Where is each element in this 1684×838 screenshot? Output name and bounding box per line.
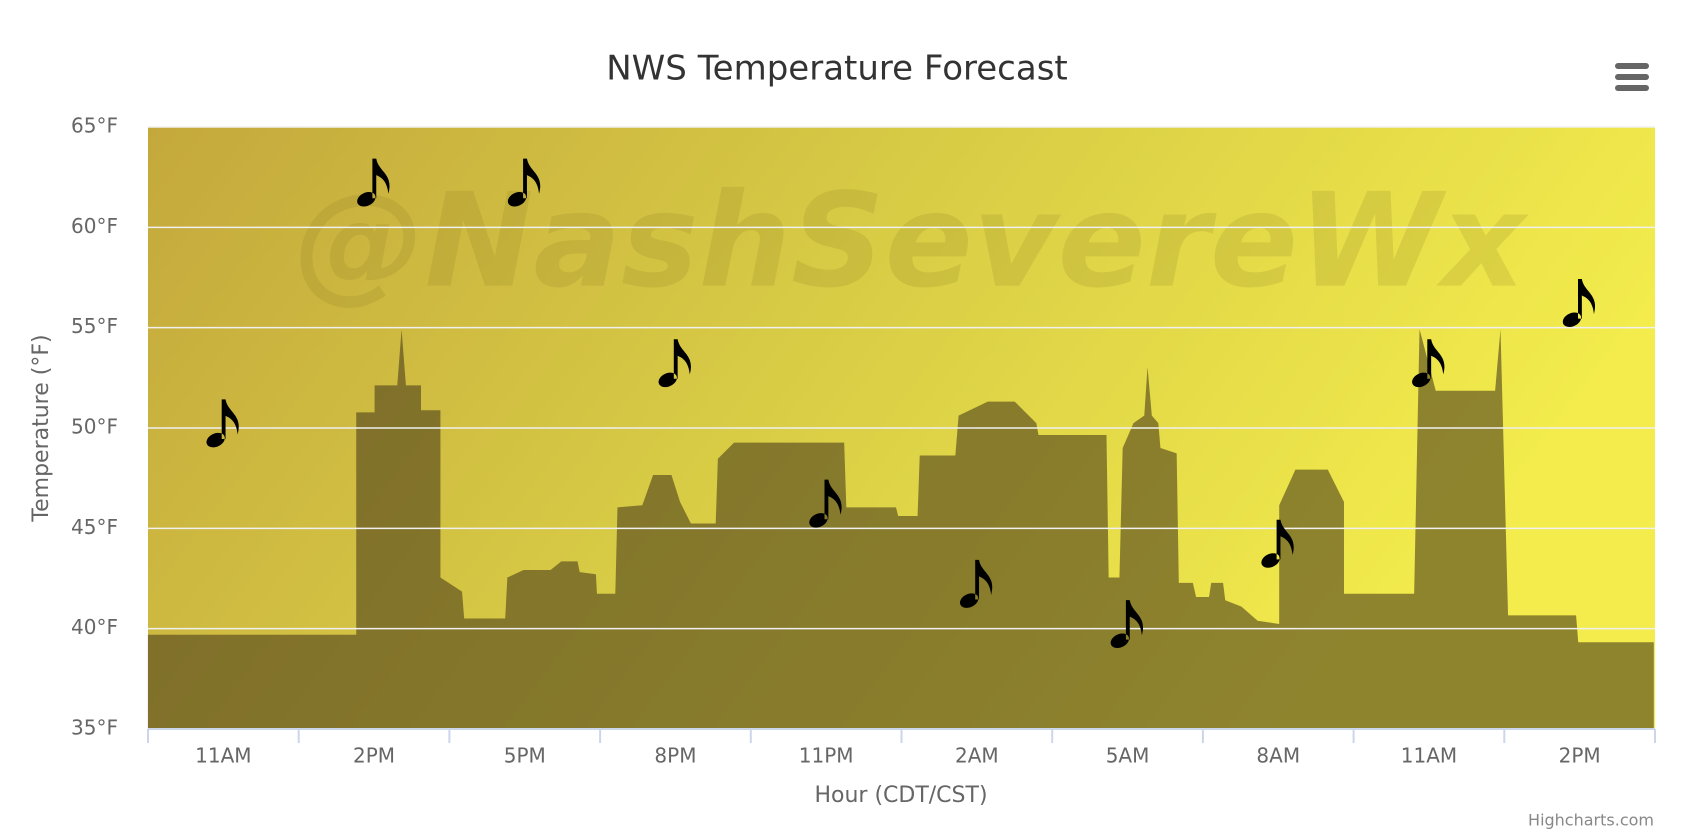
y-tick-label: 65°F: [71, 114, 118, 138]
note-marker: [658, 339, 691, 388]
x-tick-label: 8AM: [1256, 744, 1300, 768]
x-tick-label: 2PM: [353, 744, 395, 768]
note-marker: [1261, 519, 1294, 568]
note-marker: [809, 479, 842, 528]
note-marker: [1412, 339, 1445, 388]
x-tick-label: 5PM: [504, 744, 546, 768]
chart-title: NWS Temperature Forecast: [606, 49, 1068, 89]
credits[interactable]: Highcharts.com: [1528, 811, 1654, 830]
note-marker: [1562, 279, 1596, 327]
x-tick-label: 8PM: [654, 744, 696, 768]
y-tick-label: 50°F: [71, 415, 118, 439]
x-axis-title: Hour (CDT/CST): [814, 783, 987, 808]
menu-bar[interactable]: [1615, 63, 1649, 69]
x-tick-label: 2AM: [955, 744, 999, 768]
note-marker: [357, 158, 390, 207]
note-marker: [959, 559, 993, 608]
y-tick-label: 35°F: [71, 716, 118, 740]
menu-bar[interactable]: [1615, 85, 1649, 91]
menu-button[interactable]: [1615, 63, 1649, 91]
y-axis-title: Temperature (°F): [29, 334, 54, 522]
x-tick-label: 5AM: [1106, 744, 1150, 768]
y-tick-label: 55°F: [71, 314, 118, 338]
y-tick-label: 45°F: [71, 515, 118, 539]
x-tick-label: 2PM: [1559, 744, 1601, 768]
y-tick-label: 40°F: [71, 615, 118, 639]
watermark: @NashSevereWx: [295, 165, 1530, 317]
menu-bar[interactable]: [1615, 74, 1649, 80]
note-marker: [1110, 600, 1144, 649]
note-marker: [206, 399, 239, 448]
note-marker: [507, 158, 541, 207]
x-tick-label: 11PM: [799, 744, 854, 768]
y-tick-label: 60°F: [71, 214, 118, 238]
x-tick-label: 11AM: [195, 744, 251, 768]
x-tick-label: 11AM: [1401, 744, 1457, 768]
